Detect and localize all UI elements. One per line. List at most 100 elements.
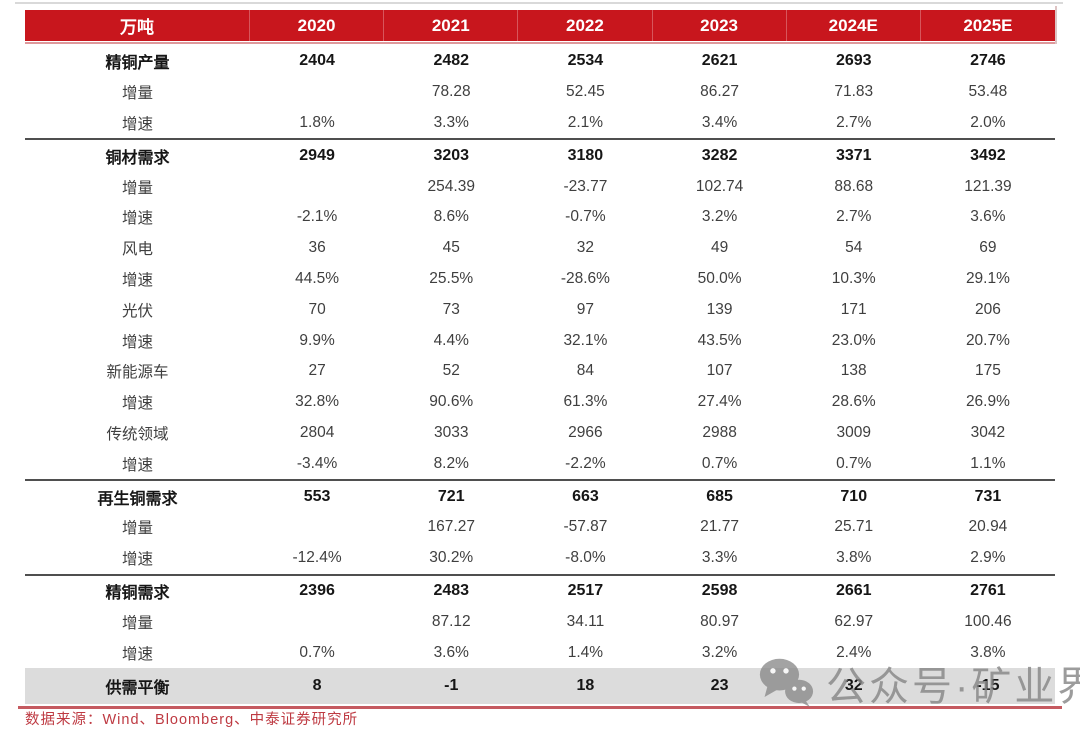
data-cell: -57.87 xyxy=(563,518,608,536)
table-row: 增速 -3.4% 8.2% -2.2% 0.7% 0.7% 1.1% xyxy=(25,448,1055,479)
data-cell: 43.5% xyxy=(697,331,742,349)
data-cell: 34.11 xyxy=(566,612,605,630)
data-cell: 8.2% xyxy=(433,454,469,472)
data-source-note: 数据来源：Wind、Bloomberg、中泰证券研究所 xyxy=(25,712,359,728)
data-cell: 29.1% xyxy=(965,269,1010,287)
data-cell: 28.6% xyxy=(831,393,876,411)
data-cell: 3.2% xyxy=(701,643,738,661)
table-row: 增量 254.39 -23.77 102.74 88.68 121.39 xyxy=(25,171,1055,202)
data-cell: 62.97 xyxy=(834,612,874,630)
header-year-cell: 2020 xyxy=(250,10,385,41)
table-row: 增速 44.5% 25.5% -28.6% 50.0% 10.3% 29.1% xyxy=(25,264,1055,295)
data-cell: 2.1% xyxy=(567,113,604,131)
table-row: 增速 32.8% 90.6% 61.3% 27.4% 28.6% 26.9% xyxy=(25,387,1055,418)
data-cell: -0.7% xyxy=(565,208,606,226)
data-cell: 3033 xyxy=(434,423,469,441)
data-cell: 2483 xyxy=(433,581,470,599)
row-label: 增速 xyxy=(121,645,153,663)
data-cell: 139 xyxy=(706,300,733,318)
data-cell: 107 xyxy=(706,362,733,380)
data-cell: -8.0% xyxy=(565,549,606,567)
data-cell: -3.4% xyxy=(296,454,338,472)
data-cell: 2761 xyxy=(970,581,1006,599)
data-cell: 3.6% xyxy=(433,643,469,661)
data-cell: 32.1% xyxy=(563,331,608,349)
data-cell: 80.97 xyxy=(700,612,739,630)
row-label: 增速 xyxy=(121,210,153,228)
data-cell: 3.8% xyxy=(970,643,1006,661)
table-top-border xyxy=(15,2,1063,4)
data-cell: 25.5% xyxy=(429,269,474,287)
data-cell: 2.0% xyxy=(970,113,1006,131)
data-cell: 2621 xyxy=(701,52,738,70)
data-cell: 86.27 xyxy=(700,83,739,101)
data-cell: 44.5% xyxy=(295,269,340,287)
data-cell: 2949 xyxy=(299,146,335,164)
data-cell: -12.4% xyxy=(292,549,342,567)
row-label: 传统领域 xyxy=(106,425,169,443)
data-cell: 2988 xyxy=(702,423,737,441)
data-cell: 2746 xyxy=(970,52,1006,70)
header-underline xyxy=(25,42,1055,44)
data-cell: 61.3% xyxy=(563,393,608,411)
data-cell: 0.7% xyxy=(836,454,872,472)
data-cell: 27 xyxy=(308,362,326,380)
data-cell: 3180 xyxy=(567,146,604,164)
data-cell: 20.94 xyxy=(968,518,1008,536)
data-cell: 52.45 xyxy=(566,83,605,101)
data-cell: 3282 xyxy=(701,146,738,164)
data-cell: 553 xyxy=(303,487,331,505)
table-row: 精铜需求 2396 2483 2517 2598 2661 2761 xyxy=(25,573,1055,607)
data-cell: 2396 xyxy=(299,581,335,599)
data-cell: 1.8% xyxy=(299,113,335,131)
data-cell: 2693 xyxy=(835,52,872,70)
data-cell: 1.1% xyxy=(970,454,1006,472)
data-cell: 2966 xyxy=(568,423,603,441)
data-cell: 3492 xyxy=(970,146,1006,164)
data-cell: 53.48 xyxy=(968,83,1008,101)
row-label: 新能源车 xyxy=(106,364,169,382)
data-cell: -2.2% xyxy=(565,454,606,472)
table-row: 铜材需求 2949 3203 3180 3282 3371 3492 xyxy=(25,138,1055,171)
row-label: 增量 xyxy=(121,614,153,632)
header-year-cell: 2023 xyxy=(653,10,787,41)
data-cell: 3.3% xyxy=(701,549,738,567)
data-cell: 32 xyxy=(844,676,863,694)
table-row: 增速 0.7% 3.6% 1.4% 3.2% 2.4% 3.8% xyxy=(25,637,1055,668)
data-cell: 73 xyxy=(442,300,460,318)
row-label: 增量 xyxy=(121,179,153,197)
data-cell: 3.8% xyxy=(836,549,872,567)
data-cell: -28.6% xyxy=(560,269,610,287)
table-right-edge xyxy=(1055,6,1057,44)
data-cell: 87.12 xyxy=(431,612,471,630)
table-row: 增量 78.28 52.45 86.27 71.83 53.48 xyxy=(25,77,1055,108)
row-label: 供需平衡 xyxy=(105,679,170,697)
data-cell: 30.2% xyxy=(429,549,474,567)
data-cell: 97 xyxy=(576,300,595,318)
table-row: 新能源车 27 52 84 107 138 175 xyxy=(25,356,1055,387)
data-cell: 2.7% xyxy=(836,113,872,131)
data-cell: 71.83 xyxy=(834,83,874,101)
data-cell: 32.8% xyxy=(295,393,340,411)
row-label: 光伏 xyxy=(121,302,153,320)
data-cell: 685 xyxy=(706,487,733,505)
data-cell: 3.4% xyxy=(701,113,738,131)
header-unit-cell: 万吨 xyxy=(25,10,250,41)
data-cell: 32 xyxy=(576,239,595,257)
table-row: 光伏 70 73 97 139 171 206 xyxy=(25,294,1055,325)
data-cell: 0.7% xyxy=(299,643,335,661)
data-cell: 45 xyxy=(442,239,460,257)
data-cell: 18 xyxy=(576,676,595,694)
header-year-cell: 2024E xyxy=(787,10,921,41)
data-cell: 54 xyxy=(845,239,863,257)
data-cell: 23.0% xyxy=(831,331,876,349)
data-cell: 70 xyxy=(308,300,326,318)
header-year-cell: 2025E xyxy=(963,15,1013,35)
data-cell: -15 xyxy=(976,676,1000,694)
data-cell: 88.68 xyxy=(834,177,874,195)
row-label: 精铜产量 xyxy=(105,55,170,73)
table-row: 供需平衡 8 -1 18 23 32 -15 xyxy=(25,667,1055,704)
data-cell: 2.7% xyxy=(836,208,872,226)
data-cell: 2661 xyxy=(835,581,872,599)
